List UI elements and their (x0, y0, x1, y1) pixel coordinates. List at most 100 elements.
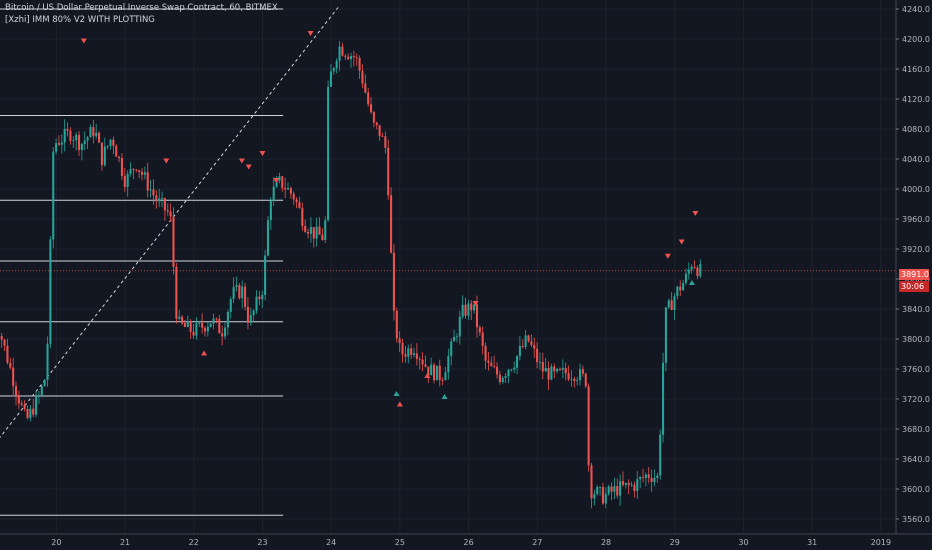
time-tick-label: 26 (464, 538, 474, 547)
price-tick-label: 4080.0 (902, 125, 930, 134)
price-tick-label: 3600.0 (902, 485, 930, 494)
price-tick-label: 4160.0 (902, 65, 930, 74)
candle-body (32, 408, 35, 415)
candle-body (556, 368, 559, 372)
candle-body (696, 267, 699, 277)
time-tick-label: 30 (738, 538, 748, 547)
candle-body (163, 198, 166, 211)
candle-body (467, 303, 470, 316)
candle-body (407, 348, 410, 357)
time-tick-label: 29 (670, 538, 680, 547)
price-tick-label: 4040.0 (902, 155, 930, 164)
candle-countdown-tag: 30:06 (899, 281, 929, 292)
candle-body (255, 296, 258, 311)
candle-body (687, 269, 690, 274)
candle-body (189, 321, 192, 332)
buy-signal-marker (424, 373, 431, 378)
candle-body (490, 362, 493, 367)
candle-body (507, 370, 510, 376)
indicator-label[interactable]: [Xzhi] IMM 80% V2 WITH PLOTTING (5, 15, 155, 25)
candle-body (679, 286, 682, 291)
candle-body (349, 56, 353, 60)
candle-body (158, 198, 161, 202)
candle-body (619, 481, 622, 496)
time-tick-label: 28 (601, 538, 611, 547)
candle-body (664, 307, 667, 363)
candle-body (169, 211, 172, 217)
candle-body (120, 158, 123, 176)
candle-body (312, 227, 315, 239)
candle-body (347, 56, 350, 60)
candle-body (487, 360, 490, 363)
sell-signal-marker (472, 301, 479, 306)
price-tick-label: 3560.0 (902, 515, 930, 524)
candle-body (527, 335, 530, 342)
candle-body (447, 356, 450, 373)
sell-signal-marker (678, 239, 685, 245)
buy-signal-marker (396, 401, 403, 407)
price-axis[interactable]: 3560.0 3600.0 3640.0 3680.0 3720.0 3760.0 3800… (895, 0, 930, 534)
candle-body (86, 137, 89, 141)
candle-body (315, 226, 318, 239)
candlestick-series (0, 41, 702, 509)
candle-body (17, 395, 20, 404)
price-tick-label: 3640.0 (902, 455, 930, 464)
candle-body (198, 322, 201, 324)
candle-body (593, 494, 596, 499)
candle-body (576, 380, 579, 381)
sell-signal-marker (245, 164, 252, 170)
candle-body (682, 282, 685, 291)
candle-body (98, 132, 101, 143)
time-axis[interactable]: 192021222324252627282930312019 (0, 533, 932, 547)
last-price-tag: 3891.0 (899, 269, 929, 280)
candle-body (221, 333, 224, 337)
candle-body (138, 170, 141, 172)
candle-body (538, 361, 541, 363)
candle-body (421, 359, 424, 365)
candle-body (335, 60, 338, 69)
candle-body (547, 367, 550, 380)
candle-body (630, 484, 633, 486)
candle-body (544, 367, 547, 372)
candle-body (155, 195, 158, 202)
candle-body (109, 139, 112, 146)
candle-body (610, 486, 613, 492)
candle-body (590, 465, 593, 499)
candle-body (461, 304, 464, 317)
candle-body (372, 112, 375, 123)
chart-title: Bitcoin / US Dollar Perpetual Inverse Sw… (5, 3, 278, 13)
diagonal-trendline (0, 7, 339, 439)
price-tick-label: 3920.0 (902, 245, 930, 254)
candle-body (69, 130, 72, 141)
candle-body (140, 171, 144, 175)
candle-body (186, 321, 189, 327)
candle-body (209, 323, 212, 327)
candle-body (473, 304, 476, 311)
candle-body (455, 336, 458, 338)
candle-body (341, 46, 344, 56)
candle-body (607, 486, 610, 494)
candle-body (0, 336, 3, 340)
candle-body (352, 56, 355, 58)
candle-body (424, 364, 427, 367)
candle-body (183, 323, 186, 327)
candle-body (518, 345, 521, 357)
candle-body (659, 434, 662, 476)
candle-body (83, 140, 86, 144)
candle-body (690, 266, 693, 270)
candle-body (258, 296, 261, 300)
candle-body (135, 169, 138, 171)
candle-body (241, 286, 244, 299)
candle-body (15, 386, 18, 396)
candle-body (309, 227, 312, 234)
candle-body (143, 172, 146, 175)
candle-body (587, 386, 590, 466)
candle-body (355, 57, 358, 58)
time-tick-label: 22 (189, 538, 199, 547)
candle-body (536, 348, 539, 363)
candle-body (699, 263, 702, 277)
candle-body (281, 176, 284, 188)
candle-body (89, 127, 92, 138)
candle-body (20, 403, 23, 405)
